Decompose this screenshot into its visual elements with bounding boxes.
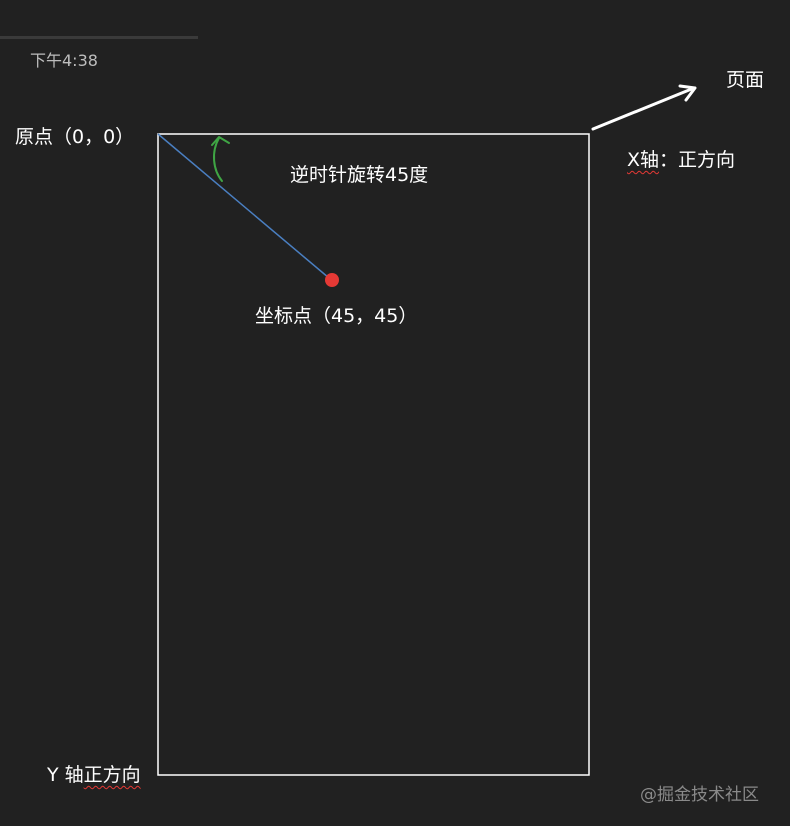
- dot-icon: [325, 273, 339, 287]
- curved-arrow-icon: [211, 136, 230, 182]
- y-axis-prefix: Y 轴: [47, 764, 84, 786]
- y-axis-suffix: 正方向: [83, 764, 141, 786]
- y-axis-label: Y 轴正方向: [47, 760, 141, 787]
- origin-label: 原点（0，0）: [15, 126, 135, 148]
- x-axis-suffix: ：正方向: [659, 149, 736, 171]
- point-label: 坐标点（45，45）: [255, 301, 417, 328]
- arrow-icon: [591, 84, 697, 131]
- top-divider: [0, 36, 198, 39]
- rotation-line: [157, 133, 330, 279]
- watermark: @掘金技术社区: [640, 785, 759, 805]
- x-axis-prefix: X轴: [627, 149, 660, 171]
- page-rectangle: [157, 133, 590, 776]
- rotation-label: 逆时针旋转45度: [290, 164, 429, 186]
- page-label: 页面: [726, 69, 765, 91]
- status-time: 下午4:38: [30, 51, 98, 70]
- point-label-text: 坐标点（45，45）: [255, 305, 418, 327]
- x-axis-label: X轴：正方向: [627, 145, 735, 172]
